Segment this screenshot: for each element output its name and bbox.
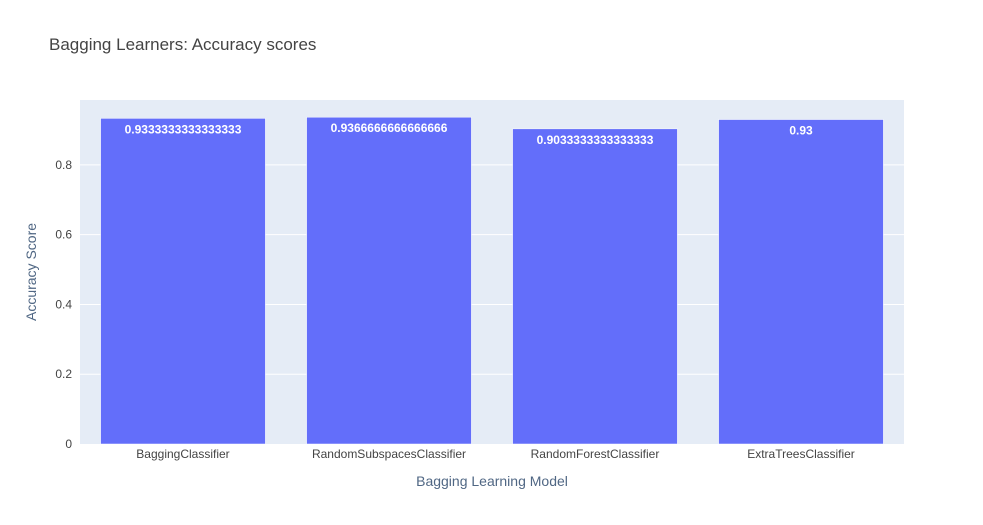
x-tick-label: ExtraTreesClassifier	[747, 447, 855, 461]
x-tick-label: RandomSubspacesClassifier	[312, 447, 466, 461]
chart-title: Bagging Learners: Accuracy scores	[49, 35, 316, 54]
x-tick-label: BaggingClassifier	[136, 447, 229, 461]
bar-value-labels: 0.9333333333333333 0.9366666666666666 0.90…	[125, 121, 813, 147]
y-tick-label: 0.2	[55, 367, 72, 381]
y-tick-label: 0	[65, 437, 72, 451]
x-axis-ticks: BaggingClassifier RandomSubspacesClassifi…	[136, 447, 854, 461]
bar-value-label: 0.9366666666666666	[331, 121, 448, 135]
bar-value-label: 0.93	[789, 124, 813, 138]
bar-value-label: 0.9333333333333333	[125, 122, 242, 136]
y-axis-ticks: 0 0.2 0.4 0.6 0.8	[55, 158, 72, 451]
bar-randomsubspacesclassifier[interactable]	[306, 116, 472, 445]
bar-extratreesclassifier[interactable]	[718, 119, 884, 445]
y-tick-label: 0.6	[55, 228, 72, 242]
bar-randomforestclassifier[interactable]	[512, 128, 678, 445]
y-tick-label: 0.4	[55, 297, 72, 311]
y-tick-label: 0.8	[55, 158, 72, 172]
y-axis-title: Accuracy Score	[23, 223, 39, 321]
bar-value-label: 0.9033333333333333	[537, 133, 654, 147]
bar-baggingclassifier[interactable]	[100, 118, 266, 445]
x-axis-title: Bagging Learning Model	[416, 473, 568, 489]
x-tick-label: RandomForestClassifier	[531, 447, 660, 461]
bars	[100, 116, 884, 445]
